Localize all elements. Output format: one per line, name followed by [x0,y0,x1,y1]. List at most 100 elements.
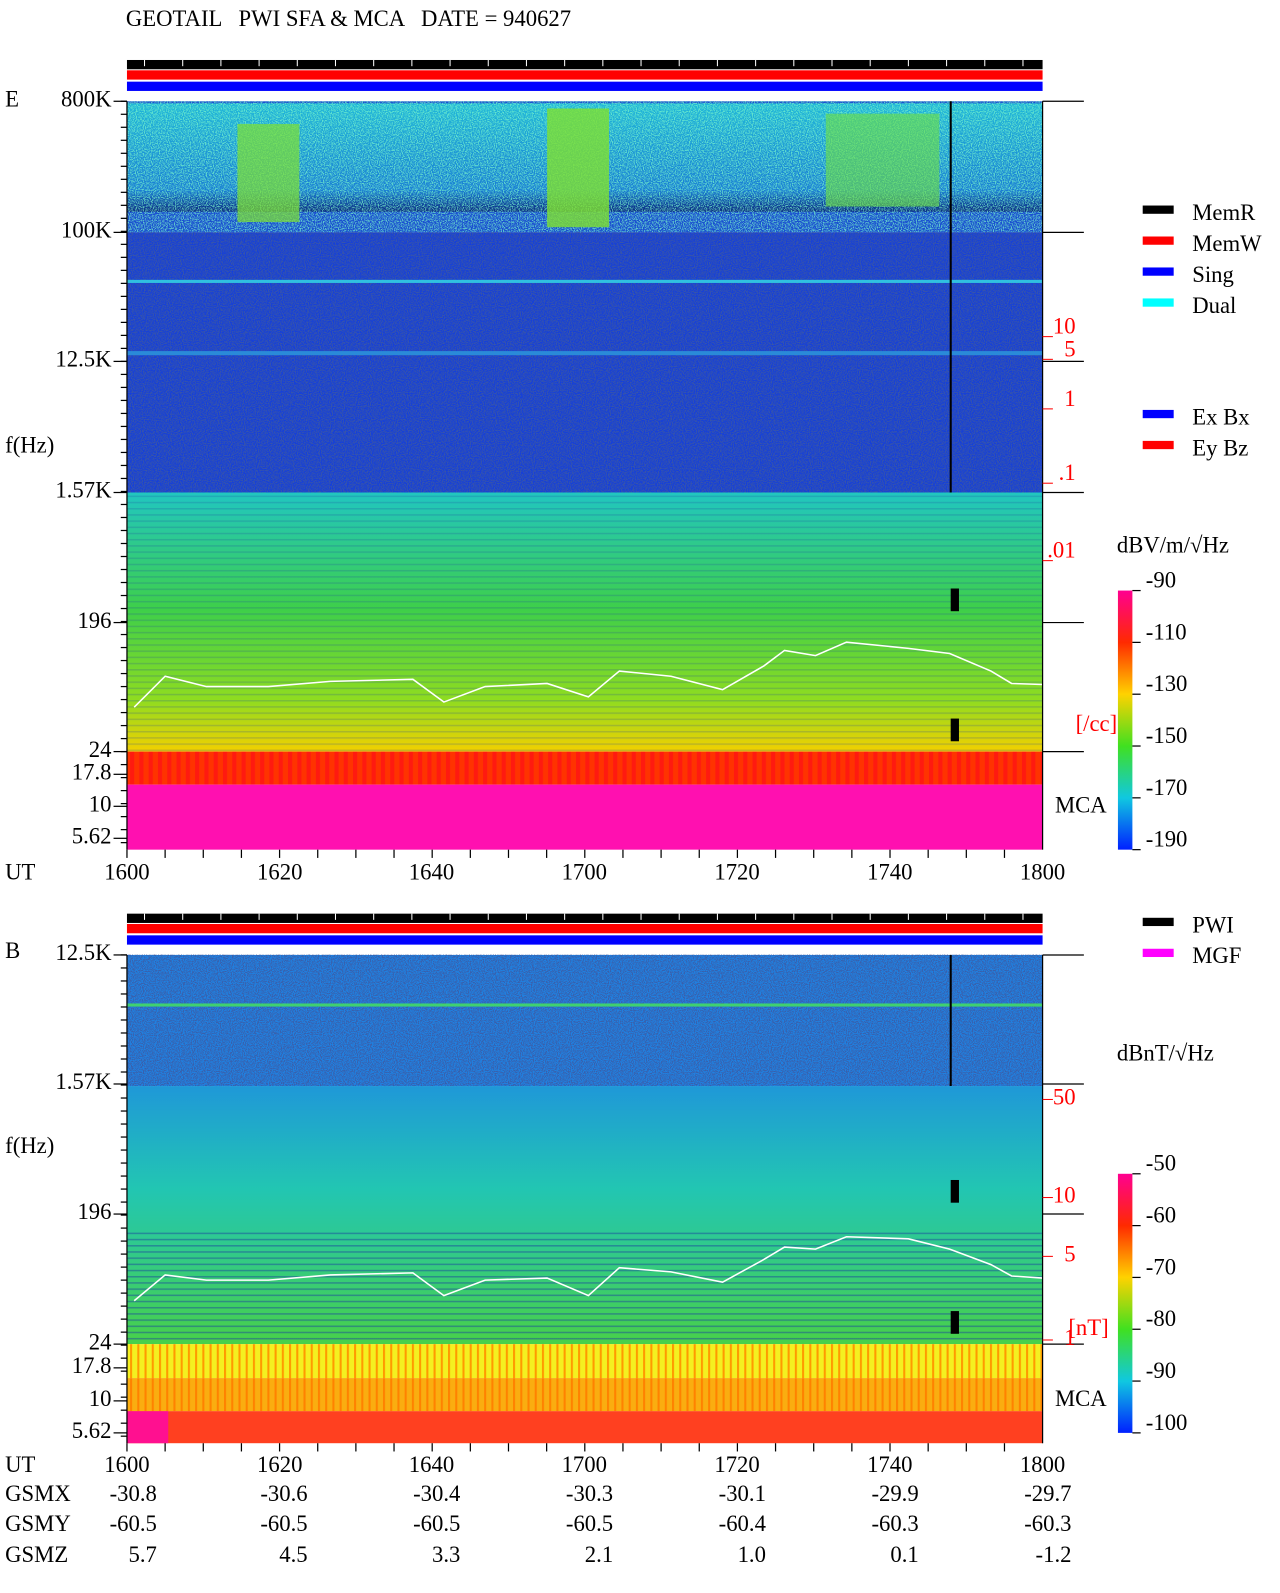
legend-label: Ey Bz [1192,435,1248,460]
top-spectrogram [126,101,1043,850]
orbit-value: -60.5 [110,1511,157,1536]
colorbar-tick-label: -90 [1146,1358,1176,1383]
freq-tick-label: 17.8 [72,760,112,785]
orbit-value: -30.8 [110,1481,157,1506]
colorbar-tick-label: -50 [1146,1151,1176,1176]
orbit-value: 2.1 [585,1542,613,1567]
top-status-bars [126,59,1043,91]
orbit-value: 5.7 [129,1542,157,1567]
freq-tick-label: 100K [61,218,112,243]
freq-tick-label: 5.62 [72,824,112,849]
orbit-value: -60.4 [719,1511,766,1536]
orbit-label: GSMX [5,1481,71,1506]
time-tick-label: 1700 [562,860,607,885]
freq-tick-label: 1.57K [55,1069,112,1094]
orbit-value: -60.3 [1024,1511,1071,1536]
component-label: E [5,86,19,111]
legend-label: MGF [1192,943,1241,968]
unit-label: dBV/m/√Hz [1117,532,1229,557]
orbit-value: -30.3 [566,1481,613,1506]
legend-label: MemW [1192,231,1262,256]
orbit-value: -60.3 [871,1511,918,1536]
colorbar [1117,1173,1133,1433]
unit-label: dBnT/√Hz [1117,1040,1214,1065]
orbit-value: -60.5 [260,1511,307,1536]
legend-label: Sing [1192,262,1234,287]
density-tick-label: 1 [1064,386,1075,411]
orbit-value: -30.6 [260,1481,307,1506]
orbit-value: 1.0 [738,1542,766,1567]
colorbar-tick-label: -170 [1146,775,1188,800]
freq-tick-label: 24 [89,1329,112,1354]
bottom-spectrogram [126,954,1043,1444]
freq-tick-label: 12.5K [55,940,112,965]
time-axis-label: UT [5,1452,35,1477]
mca-label: MCA [1055,1386,1107,1411]
title: GEOTAIL PWI SFA & MCA DATE = 940627 [126,6,571,31]
field-tick-label: 5 [1064,1242,1075,1267]
time-tick-label: 1700 [562,1452,607,1477]
colorbar-tick-label: -80 [1146,1306,1176,1331]
freq-tick-label: 5.62 [72,1418,112,1443]
density-tick-label: 10 [1053,314,1076,339]
time-tick-label: 1720 [714,1452,759,1477]
legend-swatch [1142,948,1174,958]
colorbar-tick-label: -90 [1146,568,1176,593]
freq-tick-label: 196 [77,1199,111,1224]
orbit-value: 3.3 [432,1542,460,1567]
field-unit: [nT] [1068,1315,1108,1340]
freq-tick-label: 24 [89,737,112,762]
orbit-value: -30.1 [719,1481,766,1506]
freq-tick-label: 800K [61,86,112,111]
legend-swatch [1142,917,1174,927]
density-tick-label: .1 [1059,460,1076,485]
orbit-value: -30.4 [413,1481,460,1506]
orbit-value: -29.7 [1024,1481,1071,1506]
freq-tick-label: 12.5K [55,347,112,372]
legend-swatch [1142,440,1174,450]
freq-tick-label: 10 [89,792,112,817]
time-axis-label: UT [5,860,35,885]
colorbar-tick-label: -70 [1146,1254,1176,1279]
legend-swatch [1142,205,1174,214]
colorbar-tick-label: -110 [1146,619,1187,644]
time-tick-label: 1800 [1020,1452,1065,1477]
colorbar [1117,590,1133,850]
colorbar-tick-label: -150 [1146,723,1188,748]
orbit-value: -60.5 [413,1511,460,1536]
orbit-label: GSMY [5,1511,71,1536]
time-tick-label: 1620 [257,860,302,885]
time-tick-label: 1620 [257,1452,302,1477]
time-tick-label: 1800 [1020,860,1065,885]
time-tick-label: 1720 [714,860,759,885]
freq-label: f(Hz) [5,432,54,457]
field-tick-label: 50 [1053,1085,1076,1110]
field-tick-label: 10 [1053,1183,1076,1208]
legend-swatch [1142,298,1174,307]
freq-tick-label: 17.8 [72,1353,112,1378]
time-tick-label: 1740 [867,860,912,885]
bottom-status-bars [126,913,1043,945]
density-tick-label: .01 [1047,538,1075,563]
time-tick-label: 1740 [867,1452,912,1477]
legend-label: Dual [1192,293,1236,318]
orbit-value: 4.5 [279,1542,307,1567]
freq-label: f(Hz) [5,1133,54,1158]
time-tick-label: 1600 [104,860,149,885]
freq-tick-label: 196 [77,608,111,633]
orbit-value: -60.5 [566,1511,613,1536]
legend-label: MemR [1192,200,1256,225]
colorbar-tick-label: -60 [1146,1203,1176,1228]
freq-tick-label: 10 [89,1386,112,1411]
legend-swatch [1142,267,1174,276]
mca-label: MCA [1055,793,1107,818]
field-tick-label: 1 [1064,1325,1075,1350]
orbit-value: -1.2 [1036,1542,1072,1567]
component-label: B [5,938,20,963]
time-tick-label: 1600 [104,1452,149,1477]
freq-tick-label: 1.57K [55,478,112,503]
legend-label: Ex Bx [1192,404,1250,429]
legend-swatch [1142,236,1174,245]
